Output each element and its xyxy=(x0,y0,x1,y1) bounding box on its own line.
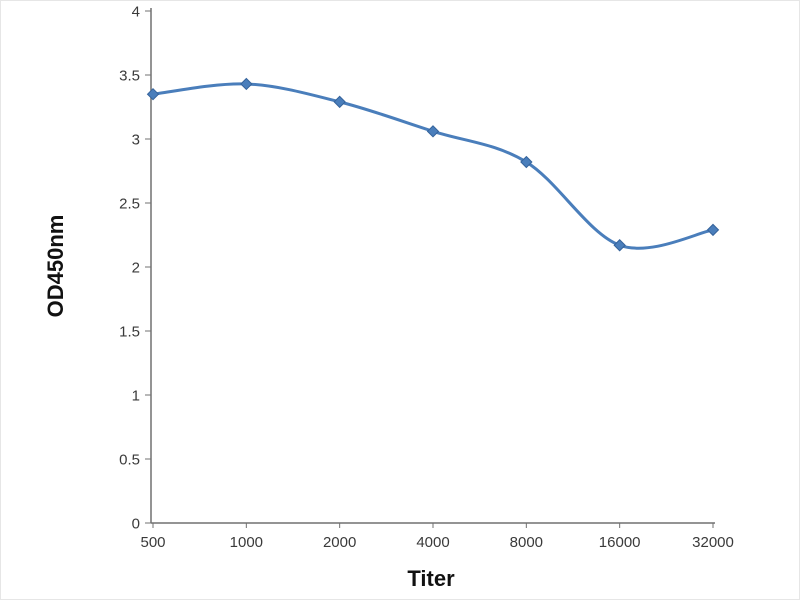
x-axis-title: Titer xyxy=(407,566,455,591)
svg-text:2: 2 xyxy=(132,259,140,276)
svg-text:2000: 2000 xyxy=(323,534,356,551)
data-point-marker xyxy=(613,239,626,252)
plot-area: 0 0.5 1 1.5 2 2.5 3 3.5 4 500 1000 2000 4000 8000 1600… xyxy=(119,3,734,551)
svg-text:0: 0 xyxy=(132,515,140,532)
svg-text:32000: 32000 xyxy=(692,534,734,551)
data-point-marker xyxy=(333,95,346,109)
svg-text:1.5: 1.5 xyxy=(119,323,140,340)
data-point-marker xyxy=(240,77,253,91)
svg-text:8000: 8000 xyxy=(510,534,543,551)
data-point-marker xyxy=(520,155,533,169)
data-point-marker xyxy=(426,125,440,138)
svg-text:1: 1 xyxy=(132,387,140,404)
svg-text:2.5: 2.5 xyxy=(119,195,140,212)
svg-text:4000: 4000 xyxy=(416,534,449,551)
data-point-marker xyxy=(706,223,720,237)
series-line xyxy=(151,82,715,250)
data-point-marker xyxy=(146,87,160,101)
svg-text:4: 4 xyxy=(132,3,140,20)
svg-text:0.5: 0.5 xyxy=(119,451,140,468)
svg-text:16000: 16000 xyxy=(599,534,641,551)
svg-text:500: 500 xyxy=(140,534,165,551)
svg-text:3.5: 3.5 xyxy=(119,67,140,84)
svg-text:1000: 1000 xyxy=(230,534,263,551)
svg-text:3: 3 xyxy=(132,131,140,148)
y-axis-title: OD450nm xyxy=(43,215,68,318)
